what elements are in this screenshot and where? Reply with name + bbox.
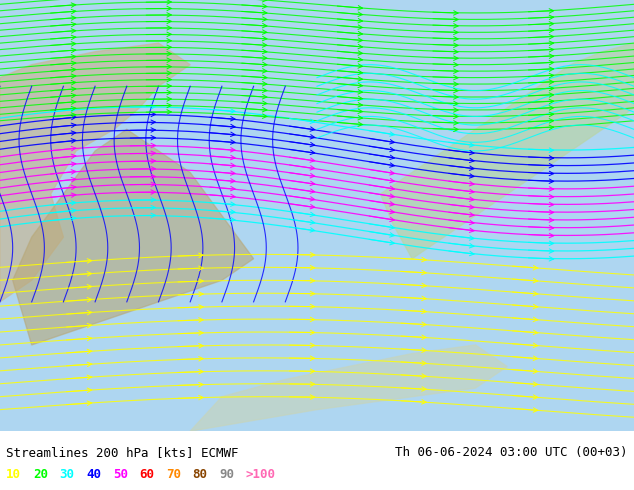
Text: Th 06-06-2024 03:00 UTC (00+03): Th 06-06-2024 03:00 UTC (00+03) (395, 446, 628, 459)
Text: 60: 60 (139, 468, 155, 481)
Polygon shape (13, 129, 254, 345)
Text: 50: 50 (113, 468, 128, 481)
Text: 40: 40 (86, 468, 101, 481)
Text: 70: 70 (166, 468, 181, 481)
Text: 30: 30 (60, 468, 75, 481)
Text: >100: >100 (246, 468, 276, 481)
Polygon shape (380, 43, 634, 259)
Text: 80: 80 (193, 468, 208, 481)
Text: 10: 10 (6, 468, 22, 481)
Text: 20: 20 (33, 468, 48, 481)
Text: Streamlines 200 hPa [kts] ECMWF: Streamlines 200 hPa [kts] ECMWF (6, 446, 239, 459)
Text: 90: 90 (219, 468, 235, 481)
Polygon shape (0, 43, 190, 302)
Polygon shape (190, 345, 507, 431)
